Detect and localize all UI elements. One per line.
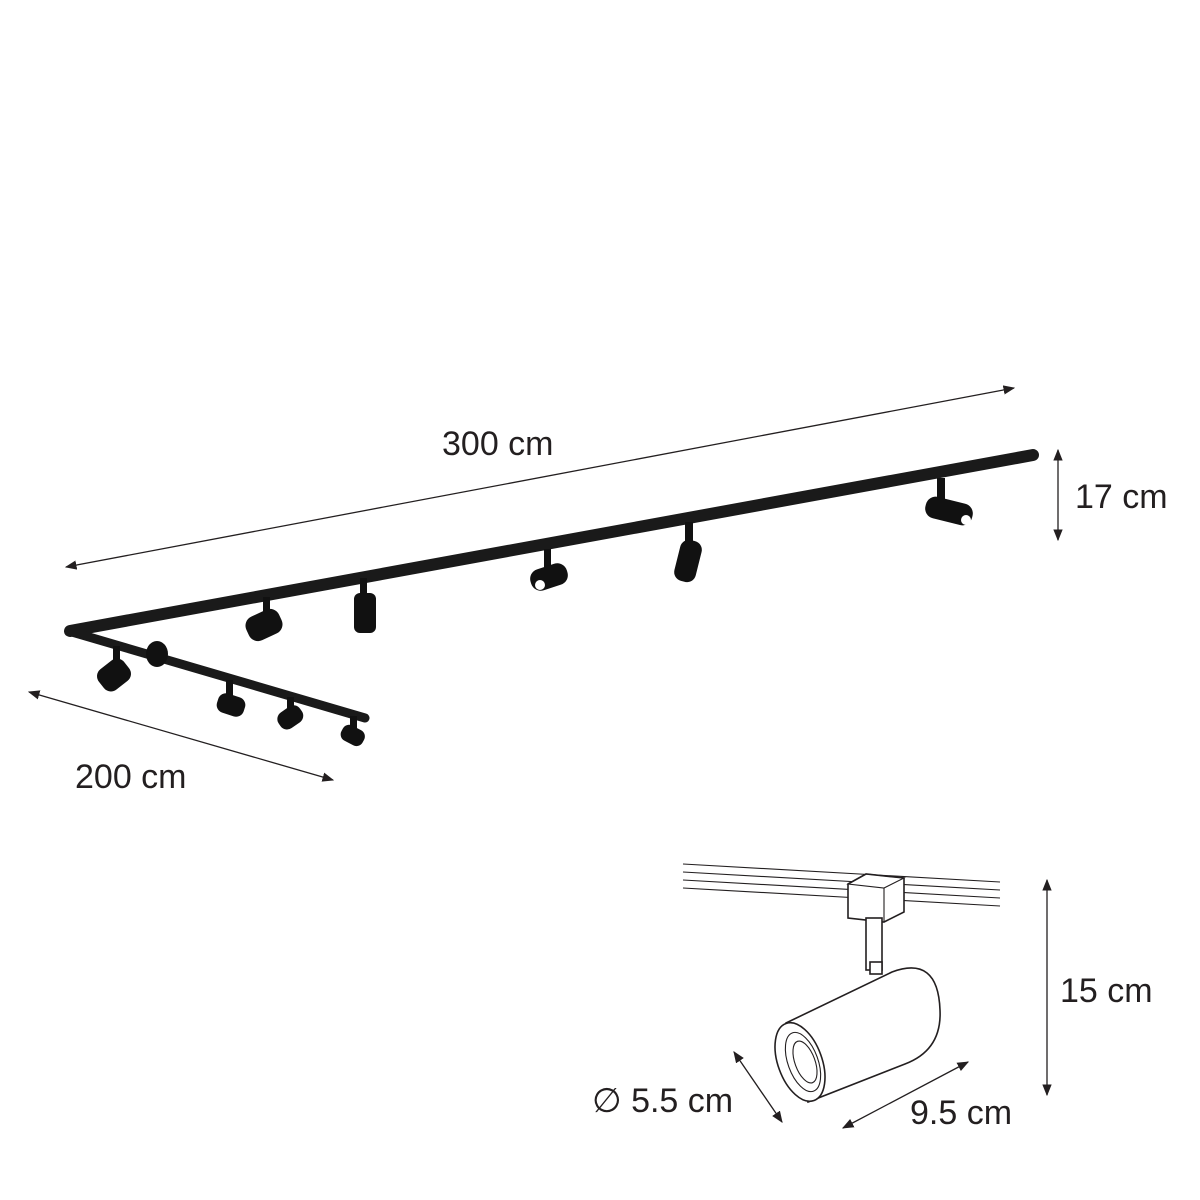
spot-fixture bbox=[925, 478, 973, 526]
spot-length-label: 9.5 cm bbox=[910, 1094, 1012, 1132]
short-length-dimension-line bbox=[27, 690, 335, 782]
corner-connector bbox=[146, 641, 168, 667]
track-system bbox=[64, 449, 1039, 747]
spot-fixture bbox=[354, 578, 376, 633]
track-height-label: 17 cm bbox=[1075, 478, 1168, 516]
spot-length-dimension-line bbox=[841, 1061, 970, 1129]
spot-fixture bbox=[674, 522, 702, 583]
track-adapter bbox=[847, 873, 905, 923]
track-length-label: 300 cm bbox=[442, 425, 554, 463]
spot-diameter-label: ∅ 5.5 cm bbox=[592, 1082, 733, 1120]
track-short-length-label: 200 cm bbox=[75, 758, 187, 796]
length-dimension-line bbox=[64, 385, 1016, 570]
spot-detail bbox=[682, 863, 1001, 1104]
spot-height-label: 15 cm bbox=[1060, 972, 1153, 1010]
spot-diameter-dimension-line bbox=[733, 1051, 783, 1123]
spot-fixture bbox=[245, 597, 283, 642]
spot-fixture bbox=[97, 646, 131, 692]
spot-fixture bbox=[530, 549, 568, 591]
spot-fixture bbox=[340, 716, 365, 747]
long-rail bbox=[64, 449, 1039, 637]
